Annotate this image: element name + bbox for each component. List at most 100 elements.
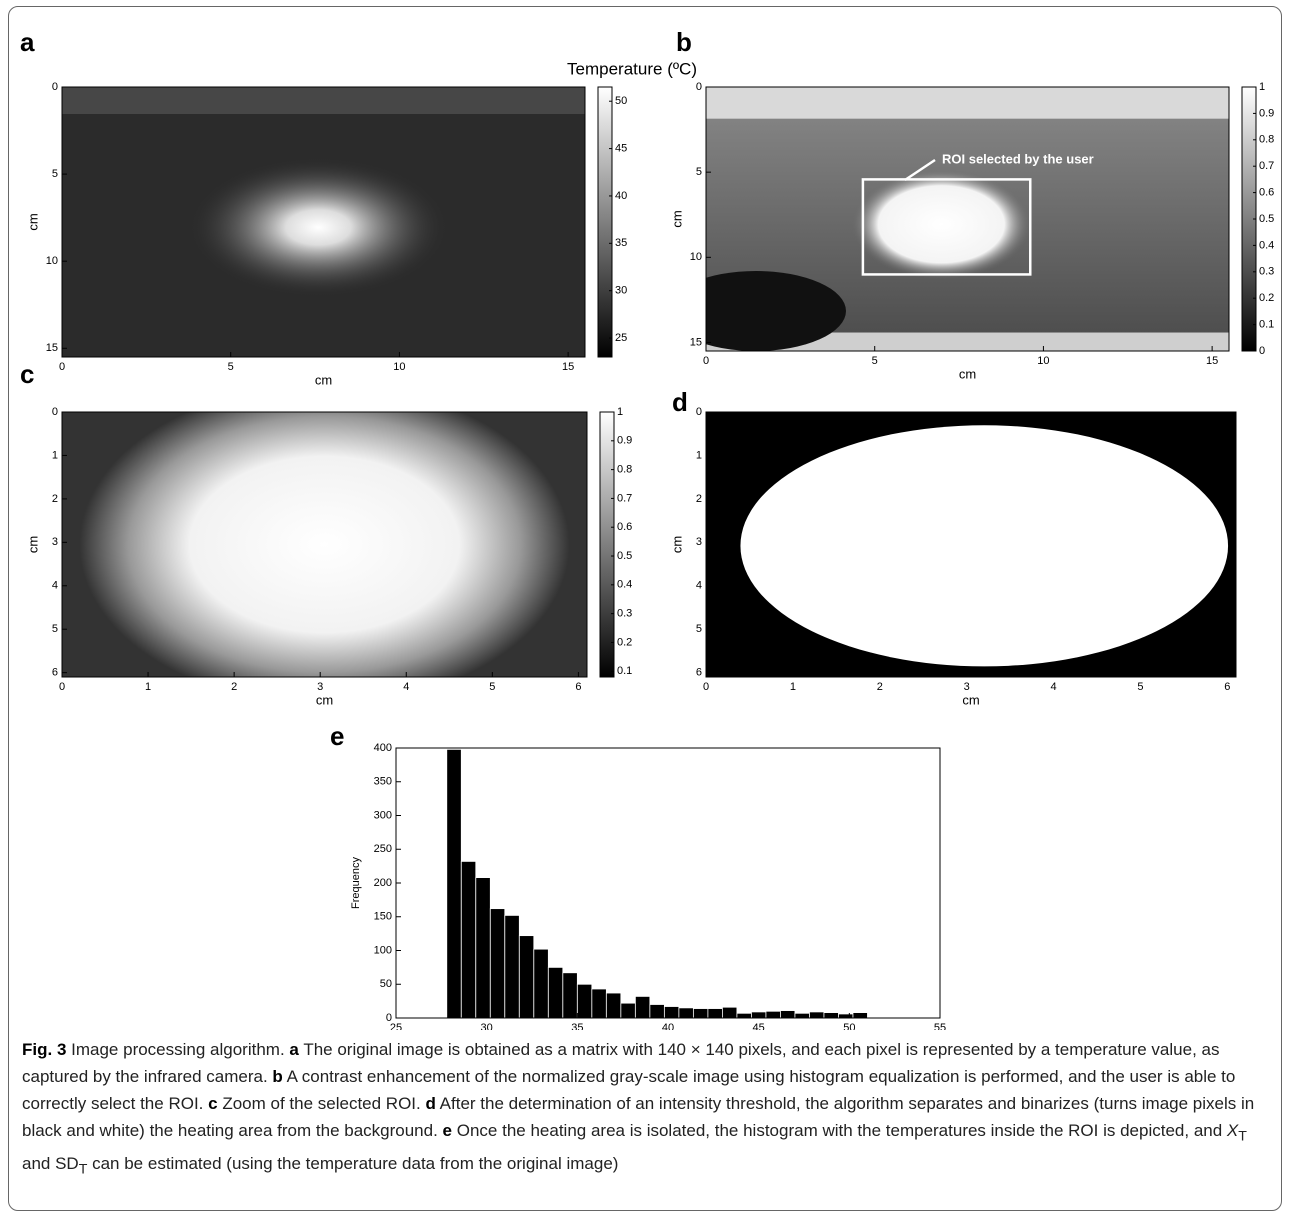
x-axis-label: cm — [962, 692, 979, 707]
y-tick-label: 4 — [696, 580, 702, 592]
bar — [534, 949, 549, 1018]
colorbar-tick-label: 0.6 — [1259, 187, 1274, 199]
x-tick-label: 2 — [877, 681, 883, 693]
colorbar-tick-label: 0.7 — [617, 492, 632, 504]
caption-text: Zoom of the selected ROI. — [222, 1094, 420, 1113]
x-tick-label: 50 — [843, 1022, 855, 1030]
x-tick-label: 0 — [59, 681, 65, 693]
y-tick-label: 0 — [52, 81, 58, 93]
colorbar — [598, 87, 612, 357]
x-tick-label: 6 — [575, 681, 581, 693]
colorbar-tick-label: 1 — [1259, 81, 1265, 93]
x-tick-label: 1 — [790, 681, 796, 693]
image-band — [706, 87, 1229, 119]
y-tick-label: 250 — [374, 843, 392, 855]
panel-letter: e — [330, 721, 344, 751]
bar — [505, 915, 520, 1018]
colorbar-tick-label: 0.8 — [1259, 134, 1274, 146]
colorbar-tick-label: 0.2 — [617, 636, 632, 648]
caption-letter: b — [272, 1067, 282, 1086]
bar — [838, 1014, 853, 1018]
image-mask — [740, 425, 1228, 666]
bar — [708, 1009, 723, 1018]
y-tick-label: 50 — [380, 978, 392, 990]
y-tick-label: 5 — [696, 166, 702, 178]
y-tick-label: 2 — [52, 493, 58, 505]
y-tick-label: 3 — [52, 536, 58, 548]
y-tick-label: 5 — [696, 623, 702, 635]
x-axis-label: cm — [316, 692, 333, 707]
y-axis-label: Frequency — [350, 857, 362, 909]
caption-text: Once the heating area is isolated, the h… — [457, 1121, 1222, 1140]
colorbar-label: Temperature (ºC) — [567, 59, 697, 78]
image-glow — [80, 385, 570, 705]
image-glow — [188, 157, 448, 297]
caption-subscript: T — [1238, 1128, 1247, 1144]
y-axis-label: cm — [669, 536, 684, 553]
y-tick-label: 350 — [374, 776, 392, 788]
y-axis-label: cm — [25, 213, 40, 230]
y-tick-label: 0 — [696, 406, 702, 418]
colorbar-tick-label: 0.4 — [1259, 239, 1274, 251]
bar — [780, 1011, 795, 1018]
y-tick-label: 5 — [52, 623, 58, 635]
image-glow — [851, 169, 1031, 279]
y-tick-label: 6 — [696, 667, 702, 679]
bar — [722, 1007, 737, 1018]
caption-text: can be estimated (using the temperature … — [92, 1154, 618, 1173]
bar — [635, 996, 650, 1018]
y-tick-label: 6 — [52, 667, 58, 679]
caption: Fig. 3 Image processing algorithm. a The… — [22, 1036, 1274, 1184]
bar — [679, 1008, 694, 1018]
x-tick-label: 0 — [59, 361, 65, 373]
bar — [447, 749, 462, 1018]
y-tick-label: 0 — [696, 81, 702, 93]
bar — [592, 989, 607, 1018]
bar — [693, 1009, 708, 1018]
colorbar — [600, 412, 614, 677]
x-tick-label: 2 — [231, 681, 237, 693]
caption-title: Image processing algorithm. — [71, 1040, 285, 1059]
caption-letter: c — [208, 1094, 217, 1113]
colorbar-tick-label: 0.8 — [617, 464, 632, 476]
bar — [809, 1012, 824, 1018]
x-tick-label: 5 — [228, 361, 234, 373]
bar — [461, 861, 476, 1018]
colorbar-tick-label: 0.7 — [1259, 160, 1274, 172]
x-axis-label: cm — [959, 366, 976, 381]
colorbar-tick-label: 25 — [615, 332, 627, 344]
x-tick-label: 10 — [1037, 355, 1049, 367]
caption-letter: d — [425, 1094, 435, 1113]
y-tick-label: 3 — [696, 536, 702, 548]
colorbar-tick-label: 0.5 — [1259, 213, 1274, 225]
bar — [490, 909, 505, 1018]
x-tick-label: 5 — [872, 355, 878, 367]
x-tick-label: 1 — [145, 681, 151, 693]
colorbar-tick-label: 0.1 — [1259, 319, 1274, 331]
y-tick-label: 5 — [52, 168, 58, 180]
bar — [621, 1003, 636, 1018]
y-tick-label: 15 — [46, 342, 58, 354]
colorbar-tick-label: 0 — [1259, 345, 1265, 357]
y-tick-label: 100 — [374, 944, 392, 956]
bar — [853, 1013, 868, 1018]
bar — [766, 1011, 781, 1018]
colorbar-tick-label: 35 — [615, 237, 627, 249]
y-tick-label: 300 — [374, 809, 392, 821]
caption-letter: a — [289, 1040, 298, 1059]
caption-subscript: T — [79, 1162, 88, 1178]
caption-text: and SD — [22, 1154, 79, 1173]
y-tick-label: 10 — [690, 251, 702, 263]
colorbar-tick-label: 0.6 — [617, 521, 632, 533]
caption-variable: X — [1227, 1121, 1238, 1140]
x-tick-label: 0 — [703, 681, 709, 693]
image — [666, 87, 1229, 351]
bar — [519, 936, 534, 1018]
y-axis-label: cm — [25, 536, 40, 553]
image — [706, 412, 1236, 677]
panel-letter: d — [672, 387, 688, 417]
colorbar-tick-label: 50 — [615, 95, 627, 107]
x-tick-label: 45 — [753, 1022, 765, 1030]
bar — [795, 1013, 810, 1018]
x-tick-label: 55 — [934, 1022, 946, 1030]
